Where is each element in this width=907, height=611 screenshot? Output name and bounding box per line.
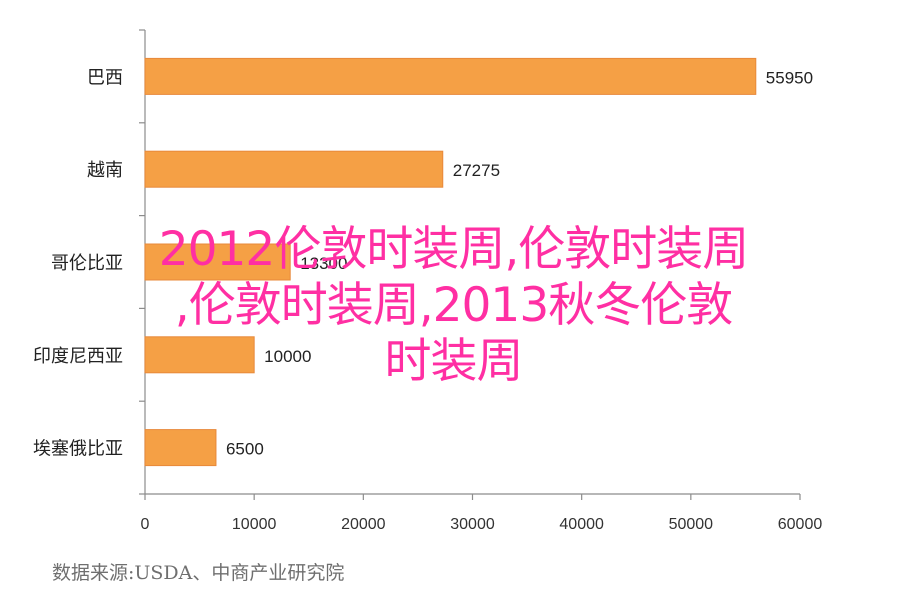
bar: [144, 57, 757, 95]
value-label: 27275: [453, 161, 500, 180]
value-labels: 55950 27275 13300 10000 6500: [226, 68, 813, 458]
overlay-line-3: 时装周: [384, 334, 524, 389]
category-label: 越南: [87, 160, 123, 181]
x-tick-label: 40000: [559, 516, 604, 533]
overlay-line-1: 2012伦敦时装周,伦敦时装周: [158, 222, 750, 277]
bar: [144, 336, 255, 374]
category-label: 印度尼西亚: [33, 346, 123, 367]
x-tick-label: 60000: [778, 516, 823, 533]
category-label: 哥伦比亚: [51, 253, 123, 274]
source-note: 数据来源:USDA、中商产业研究院: [52, 562, 345, 584]
x-tick-label: 10000: [232, 516, 277, 533]
chart-bars: [144, 57, 757, 467]
overlay-line-2: ,伦敦时装周,2013秋冬伦敦: [174, 278, 734, 333]
value-label: 10000: [264, 347, 311, 366]
bar: [144, 150, 444, 188]
category-label: 巴西: [87, 67, 123, 88]
x-tick-label: 0: [141, 516, 150, 533]
x-tick-label: 50000: [669, 516, 714, 533]
x-tick-label: 20000: [341, 516, 386, 533]
value-label: 6500: [226, 440, 264, 459]
x-tick-labels: 0 10000 20000 30000 40000 50000 60000: [141, 516, 823, 533]
value-label: 13300: [300, 254, 347, 273]
x-tick-label: 30000: [450, 516, 495, 533]
category-label: 埃塞俄比亚: [33, 439, 123, 460]
overlay-watermark: 2012伦敦时装周,伦敦时装周 ,伦敦时装周,2013秋冬伦敦 时装周: [0, 222, 907, 390]
bar: [144, 243, 291, 281]
value-label: 55950: [766, 68, 813, 87]
bar: [144, 429, 217, 467]
